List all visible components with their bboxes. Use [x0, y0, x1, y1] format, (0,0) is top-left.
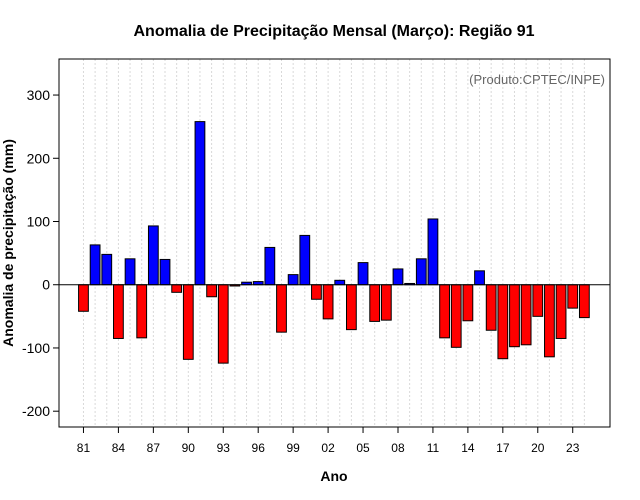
x-tick-label-1990: 90 [182, 441, 196, 455]
x-tick-label-1981: 81 [77, 441, 91, 455]
bar-2022 [555, 284, 567, 339]
bar-2020 [532, 284, 544, 317]
x-tick-label-2005: 05 [356, 441, 370, 455]
bar-2005 [357, 262, 369, 286]
bar-2000 [299, 234, 311, 286]
bar-2021 [544, 284, 555, 358]
x-tick-label-1999: 99 [286, 441, 300, 455]
bar-2001 [311, 284, 322, 300]
bar-1989 [171, 284, 183, 293]
bar-1985 [124, 258, 136, 286]
x-tick-label-1987: 87 [147, 441, 161, 455]
x-tick-label-2014: 14 [461, 441, 475, 455]
bars [78, 121, 590, 364]
bar-1992 [206, 284, 217, 298]
bar-2011 [427, 218, 439, 286]
x-tick-label-2011: 11 [427, 441, 440, 455]
gridlines [82, 59, 585, 427]
bar-2003 [334, 279, 346, 286]
credit-label: (Produto:CPTEC/INPE) [469, 72, 605, 87]
bar-2018 [509, 284, 520, 348]
x-axis-title: Ano [320, 468, 347, 484]
bar-2006 [369, 284, 381, 322]
bar-1983 [101, 253, 113, 286]
bar-2023 [567, 284, 579, 309]
y-axis-title: Anomalia de precipitação (mm) [0, 139, 16, 347]
y-tick-label-100: 100 [27, 214, 51, 230]
bar-1997 [264, 246, 276, 286]
bar-1986 [136, 284, 148, 339]
bar-2024 [578, 284, 590, 319]
x-tick-label-1984: 84 [112, 441, 126, 455]
bar-2007 [380, 284, 392, 321]
bar-2002 [322, 284, 334, 320]
chart-title: Anomalia de Precipitação Mensal (Março):… [133, 23, 534, 40]
bar-2017 [497, 284, 509, 360]
x-tick-label-2020: 20 [531, 441, 545, 455]
x-axis: 81 84 87 90 93 96 99 02 05 08 11 14 17 20 23 [77, 427, 580, 455]
bar-1993 [217, 284, 229, 364]
bar-2010 [415, 258, 427, 286]
y-tick-label--100: -100 [22, 340, 50, 356]
bar-2019 [520, 284, 532, 346]
y-tick-label-300: 300 [27, 87, 51, 103]
bar-2012 [439, 284, 450, 339]
bar-1990 [182, 284, 194, 360]
bar-1984 [113, 284, 124, 339]
bar-2004 [345, 284, 357, 331]
bar-2016 [485, 284, 497, 331]
bar-1988 [159, 258, 171, 286]
bar-1999 [287, 274, 299, 286]
y-axis: -200 -100 0 100 200 300 [22, 87, 59, 419]
x-tick-label-1996: 96 [252, 441, 266, 455]
bar-1991 [194, 121, 206, 286]
y-tick-label-0: 0 [42, 277, 50, 293]
bar-2015 [474, 270, 485, 286]
x-tick-label-2017: 17 [496, 441, 510, 455]
bar-1998 [276, 284, 287, 333]
bar-2013 [450, 284, 462, 348]
x-tick-label-2008: 08 [391, 441, 405, 455]
x-tick-label-1993: 93 [217, 441, 231, 455]
x-tick-label-2023: 23 [566, 441, 580, 455]
bar-1981 [78, 284, 89, 312]
bar-1987 [147, 225, 159, 286]
bar-2014 [462, 284, 474, 322]
y-tick-label-200: 200 [27, 150, 51, 166]
y-tick-label--200: -200 [22, 403, 50, 419]
plot-frame [58, 58, 611, 428]
x-tick-label-2002: 02 [321, 441, 335, 455]
bar-2008 [392, 268, 404, 286]
bar-1982 [89, 244, 101, 286]
